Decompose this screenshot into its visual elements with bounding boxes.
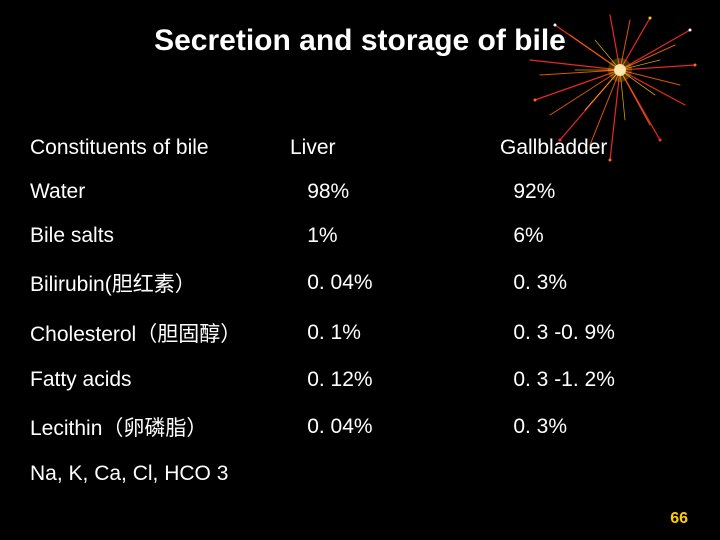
- cell-gallbladder: 0. 3 -1. 2%: [513, 368, 690, 392]
- cell-constituent: Cholesterol（胆固醇）: [30, 318, 285, 348]
- table-row: Bilirubin(胆红素） 0. 04% 0. 3%: [30, 258, 690, 308]
- table-row: Bile salts 1% 6%: [30, 214, 690, 258]
- cell-liver: 0. 04%: [285, 415, 513, 439]
- cell-gallbladder: 0. 3%: [513, 415, 690, 439]
- table-header-constituents: Constituents of bile: [30, 136, 290, 160]
- cell-constituent: Bile salts: [30, 224, 285, 248]
- cell-gallbladder: 6%: [513, 224, 690, 248]
- bile-table: Constituents of bile Liver Gallbladder W…: [30, 126, 690, 496]
- table-header-row: Constituents of bile Liver Gallbladder: [30, 126, 690, 170]
- cell-constituent: Fatty acids: [30, 368, 285, 392]
- table-row: Cholesterol（胆固醇） 0. 1% 0. 3 -0. 9%: [30, 308, 690, 358]
- cell-gallbladder: 92%: [513, 180, 690, 204]
- table-row: Na, K, Ca, Cl, HCO 3: [30, 452, 690, 496]
- table-row: Fatty acids 0. 12% 0. 3 -1. 2%: [30, 358, 690, 402]
- table-row: Water 98% 92%: [30, 170, 690, 214]
- table-row: Lecithin（卵磷脂） 0. 04% 0. 3%: [30, 402, 690, 452]
- cell-constituent: Na, K, Ca, Cl, HCO 3: [30, 462, 285, 486]
- page-number: 66: [670, 510, 688, 528]
- cell-liver: 0. 12%: [285, 368, 513, 392]
- cell-constituent: Water: [30, 180, 285, 204]
- slide: Secretion and storage of bile Constituen…: [0, 0, 720, 540]
- slide-title: Secretion and storage of bile: [0, 24, 720, 58]
- cell-liver: 0. 04%: [285, 271, 513, 295]
- cell-constituent: Bilirubin(胆红素）: [30, 268, 285, 298]
- cell-gallbladder: 0. 3 -0. 9%: [513, 321, 690, 345]
- table-header-gallbladder: Gallbladder: [500, 136, 680, 160]
- cell-liver: 1%: [285, 224, 513, 248]
- cell-liver: 98%: [285, 180, 513, 204]
- cell-liver: 0. 1%: [285, 321, 513, 345]
- cell-gallbladder: 0. 3%: [513, 271, 690, 295]
- cell-constituent: Lecithin（卵磷脂）: [30, 412, 285, 442]
- table-header-liver: Liver: [290, 136, 500, 160]
